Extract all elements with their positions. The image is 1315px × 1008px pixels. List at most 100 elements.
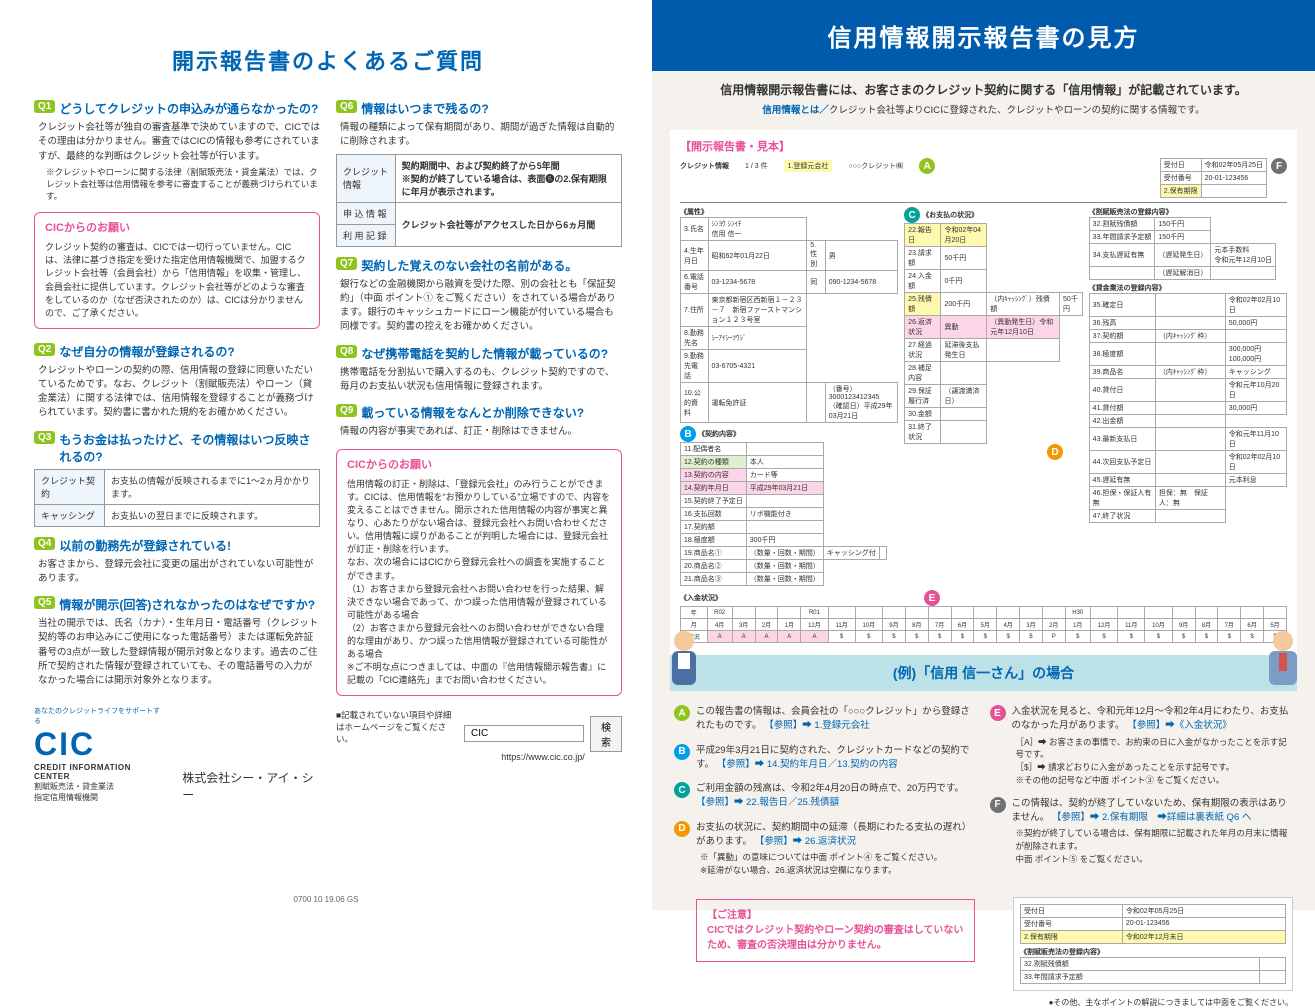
pink-body: クレジット契約の審査は、CICでは一切行っていません。CICは、法律に基づき指定…	[45, 241, 309, 319]
cell: キャッシング	[35, 504, 105, 526]
q-body: 情報の内容が事実であれば、訂正・削除はできません。	[340, 425, 622, 439]
mini-sample-title: 《割賦販売法の登録内容》	[1020, 947, 1286, 957]
q-title: なぜ携帯電話を契約した情報が載っているの?	[361, 345, 608, 362]
badge-d-marker: D	[1047, 444, 1063, 460]
pink-title: CICからのお願い	[45, 221, 309, 237]
blue-band-title: 信用情報開示報告書の見方	[652, 0, 1315, 71]
search-url: https://www.cic.co.jp/	[464, 752, 622, 762]
q-title: 情報はいつまで残るの?	[361, 100, 488, 117]
circle-badge-c: C	[674, 782, 690, 798]
logo-sub: CREDIT INFORMATION CENTER	[34, 763, 164, 781]
left-title: 開示報告書のよくあるご質問	[34, 44, 622, 76]
q3-table: クレジット契約お支払の情報が反映されるまでに1～2ヵ月かかります。 キャッシング…	[34, 469, 320, 527]
q-body: クレジットやローンの契約の際、信用情報の登録に同意いただいているためです。なお、…	[38, 364, 320, 421]
cell: クレジット情報	[337, 154, 396, 202]
intro-block: 信用情報開示報告書には、お客さまのクレジット契約に関する「信用情報」が記載されて…	[652, 71, 1315, 122]
q9: Q9 載っている情報をなんとか削除できない? 情報の内容が事実であれば、訂正・削除…	[336, 404, 622, 439]
intro-line-1: 信用情報開示報告書には、お客さまのクレジット契約に関する「信用情報」が記載されて…	[672, 81, 1295, 98]
sample-pages: 1 / 3 件	[745, 161, 768, 171]
explain-item: Cご利用金額の残高は、令和2年4月20日の時点で、20万円です。 【参照】➡ 2…	[674, 782, 978, 811]
intro-line-2: 信用情報とは／クレジット会社等よりCICに登録された、クレジットやローンの契約に…	[672, 102, 1295, 116]
q3: Q3もうお金は払ったけど、その情報はいつ反映されるの? クレジット契約お支払の情…	[34, 431, 320, 527]
explain-grid: Aこの報告書の情報は、会員会社の「○○○クレジット」から登録されたものです。 【…	[674, 705, 1293, 887]
q-body: 携帯電話を分割払いで購入するのも、クレジット契約ですので、毎月のお支払い状況も信…	[340, 366, 622, 395]
sample-report-box: 【開示報告書・見本】 クレジット情報 1 / 3 件 1.登録元会社 ○○○クレ…	[670, 130, 1297, 655]
explain-item: E入金状況を見ると、令和元年12月～令和2年4月にわたり、お支払のなかった月があ…	[990, 705, 1294, 787]
q-badge: Q4	[34, 537, 55, 550]
badge-b-marker: B	[680, 426, 696, 442]
left-page: 開示報告書のよくあるご質問 Q1 どうしてクレジットの申込みが通らなかったの? ク…	[0, 0, 652, 910]
contract-table: 11.配偶者名12.契約の種類本人13.契約の内容カード等14.契約年月日平成2…	[680, 442, 887, 586]
q-title: 契約した覚えのない会社の名前がある。	[361, 257, 577, 274]
nyukin-table: 年R02R01H30月4月3月2月1月12月11月10月9月8月7月6月5月4月…	[680, 606, 1287, 643]
reg-label: 1.登録元会社	[784, 160, 833, 172]
faq-columns: Q1 どうしてクレジットの申込みが通らなかったの? クレジット会社等が独自の審査基…	[34, 100, 622, 803]
cell: クレジット契約	[35, 469, 105, 504]
upper-right-table: 受付日令和02年05月25日 受付番号20-01-123456 2.保有期限	[1160, 158, 1267, 198]
explain-item: Fこの情報は、契約が終了していないため、保有期限の表示はありません。 【参照】➡…	[990, 797, 1294, 866]
footer-code: 0700 10 19.06 GS	[294, 895, 359, 904]
caution-body: CICではクレジット契約やローン契約の審査はしていないため、審査の否決理由は分か…	[707, 923, 964, 953]
circle-badge-d: D	[674, 821, 690, 837]
logo-sub2: 割賦販売法・貸金業法 指定信用情報機関	[34, 781, 164, 803]
right-foot-note: ●その他、主なポイントの解説につきましては中面をご覧ください。	[652, 997, 1293, 1008]
cic-logo-block: あなたのクレジットライフをサポートする CIC CREDIT INFORMATI…	[34, 706, 320, 803]
q-badge: Q5	[34, 596, 55, 609]
right-page: 信用情報開示報告書の見方 信用情報開示報告書には、お客さまのクレジット契約に関す…	[652, 0, 1315, 910]
pink-title: CICからのお願い	[347, 458, 611, 474]
q4: Q4 以前の勤務先が登録されている! お客さまから、登録元会社に変更の届出がされて…	[34, 537, 320, 587]
q7: Q7契約した覚えのない会社の名前がある。 銀行などの金融機関から融資を受けた際、…	[336, 257, 622, 335]
q-body: クレジット会社等が独自の審査基準で決めていますので、CICではその理由は分かりま…	[38, 121, 320, 164]
explain-item: Aこの報告書の情報は、会員会社の「○○○クレジット」から登録されたものです。 【…	[674, 705, 978, 734]
cell: 利 用 記 録	[337, 224, 396, 246]
q-title: 載っている情報をなんとか削除できない?	[361, 404, 584, 421]
cic-request-box-2: CICからのお願い 信用情報の訂正・削除は、「登録元会社」のみ行うことができます…	[336, 449, 622, 696]
q-badge: Q6	[336, 100, 357, 113]
q-badge: Q1	[34, 100, 55, 113]
explain-col-left: Aこの報告書の情報は、会員会社の「○○○クレジット」から登録されたものです。 【…	[674, 705, 978, 887]
q1: Q1 どうしてクレジットの申込みが通らなかったの? クレジット会社等が独自の審査基…	[34, 100, 320, 202]
attr-title: 《属性》	[680, 207, 898, 217]
q-title: もうお金は払ったけど、その情報はいつ反映されるの?	[59, 431, 320, 465]
mini-sample-bot: 32.割賦残債額33.年間請求予定額	[1020, 957, 1286, 984]
badge-e-marker: E	[924, 590, 940, 606]
contract-title: 《契約内容》	[698, 429, 740, 439]
q6: Q6 情報はいつまで残るの? 情報の種類によって保有期間があり、期間が過ぎた情報は…	[336, 100, 622, 247]
q-badge: Q9	[336, 404, 357, 417]
q-title: 以前の勤務先が登録されている!	[59, 537, 231, 554]
q-title: どうしてクレジットの申込みが通らなかったの?	[59, 100, 318, 117]
q-badge: Q8	[336, 345, 357, 358]
q-title: 情報が開示(回答)されなかったのはなぜですか?	[59, 596, 315, 613]
badge-f-marker: F	[1271, 158, 1287, 174]
q5: Q5情報が開示(回答)されなかったのはなぜですか? 当社の開示では、氏名（カナ）…	[34, 596, 320, 688]
sample-header-label: クレジット情報	[680, 161, 729, 171]
search-button[interactable]: 検索	[590, 716, 622, 752]
badge-c-marker: C	[904, 207, 920, 223]
pay-table: 22.報告日令和02年04月20日23.請求額50千円24.入金額0千円25.残…	[904, 223, 1083, 444]
company-name: 株式会社シー・アイ・シー	[182, 769, 320, 803]
faq-col-1: Q1 どうしてクレジットの申込みが通らなかったの? クレジット会社等が独自の審査基…	[34, 100, 320, 803]
search-row: 検索	[464, 716, 622, 752]
kappu-table: 32.割賦残債額150千円33.年間請求予定額150千円34.支払遅延有無（遅延…	[1089, 217, 1276, 280]
caution-box: 【ご注意】 CICではクレジット契約やローン契約の審査はしていないため、審査の否…	[696, 899, 975, 962]
q-title: なぜ自分の情報が登録されるの?	[59, 343, 234, 360]
kashikin-table: 35.確定日令和02年02月10日36.残高50,000円37.契約額（内ｷｬｯ…	[1089, 293, 1287, 523]
cic-request-box-1: CICからのお願い クレジット契約の審査は、CICでは一切行っていません。CIC…	[34, 212, 320, 328]
kappu-title: 《割賦販売法の登録内容》	[1089, 207, 1287, 217]
cell: 契約期間中、および契約終了から5年間 ※契約が終了している場合は、表面❻の2.保…	[395, 154, 621, 202]
q8: Q8 なぜ携帯電話を契約した情報が載っているの? 携帯電話を分割払いで購入するのも…	[336, 345, 622, 395]
search-note: ■記載されていない項目や詳細はホームページをご覧ください。	[336, 710, 452, 746]
person-left-icon	[656, 623, 712, 695]
q6-table: クレジット情報契約期間中、および契約終了から5年間 ※契約が終了している場合は、…	[336, 154, 622, 247]
search-input[interactable]	[464, 725, 584, 742]
q-body: 情報の種類によって保有期間があり、期間が過ぎた情報は自動的に削除されます。	[340, 121, 622, 150]
q-note: ※クレジットやローンに関する法律（割賦販売法・貸金業法）では、クレジット会社等は…	[46, 167, 320, 203]
logo-arc: あなたのクレジットライフをサポートする	[34, 706, 164, 726]
logo-big: CIC	[34, 726, 95, 762]
q-badge: Q2	[34, 343, 55, 356]
kashikin-title: 《貸金業法の登録内容》	[1089, 283, 1287, 293]
q-badge: Q7	[336, 257, 357, 270]
attr-table: 3.氏名ｼﾝﾖｳ ｼﾝｲﾁ 信用 信一4.生年月日昭和62年01月22日5.性別…	[680, 217, 898, 423]
q-body: お客さまから、登録元会社に変更の届出がされていない可能性があります。	[38, 558, 320, 587]
cell: 申 込 情 報	[337, 202, 396, 224]
